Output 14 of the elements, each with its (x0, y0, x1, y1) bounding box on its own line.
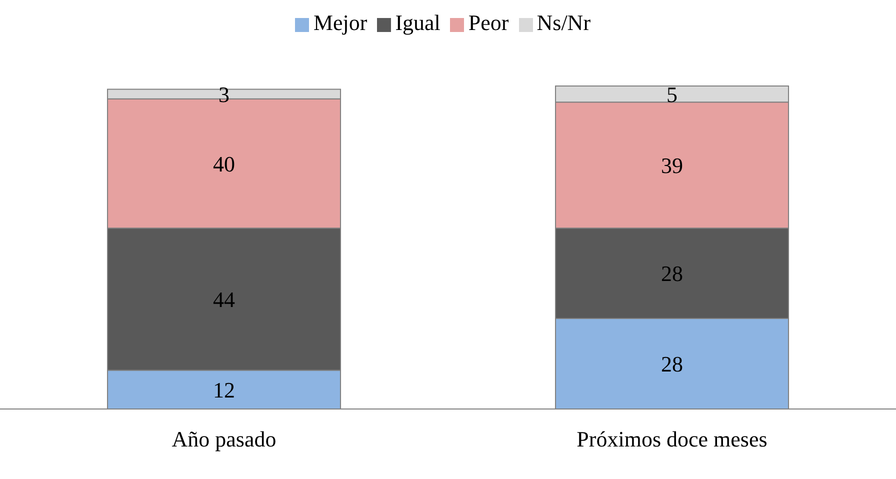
data-label: 3 (218, 82, 230, 107)
x-tick-label: Próximos doce meses (576, 426, 768, 452)
data-label: 40 (213, 151, 236, 176)
legend-label: Ns/Nr (536, 10, 591, 35)
x-tick-label: Año pasado (172, 426, 276, 452)
legend-label: Igual (395, 10, 440, 35)
data-label: 5 (666, 82, 678, 107)
data-label: 28 (661, 352, 684, 377)
data-label: 44 (213, 286, 236, 312)
legend-label: Mejor (313, 10, 368, 35)
legend-label: Peor (468, 10, 509, 35)
data-label: 28 (661, 261, 684, 286)
data-label: 39 (661, 152, 684, 178)
data-label: 12 (213, 377, 236, 402)
